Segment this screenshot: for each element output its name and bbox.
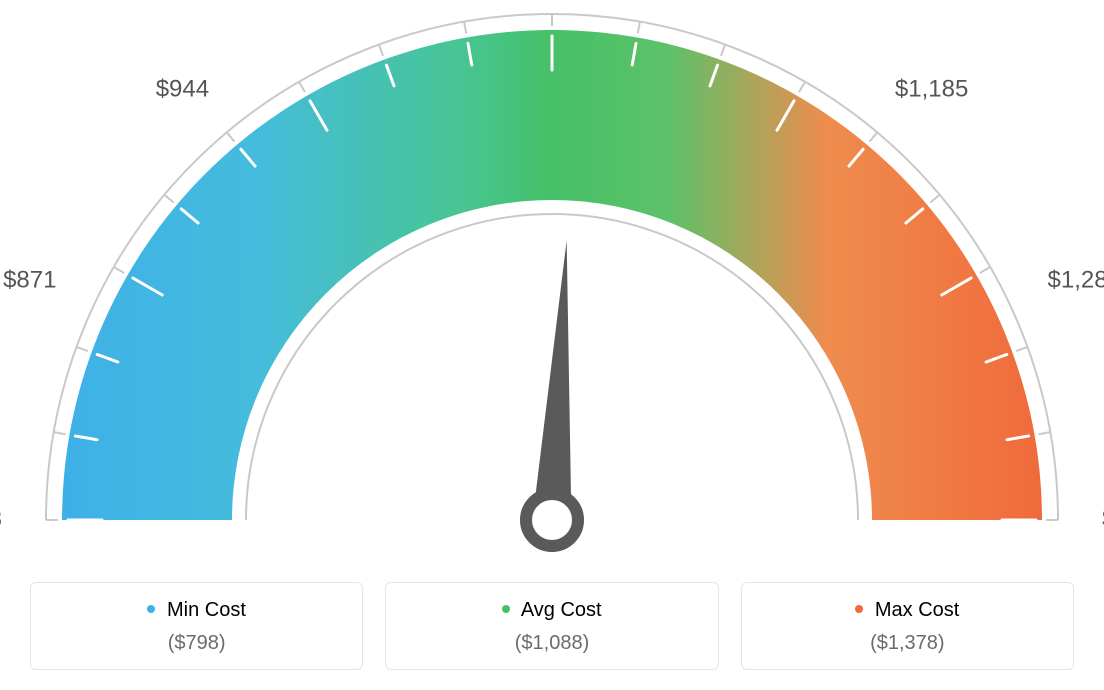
legend-min-value: ($798) [41, 632, 352, 655]
legend-row: Min Cost ($798) Avg Cost ($1,088) Max Co… [30, 582, 1074, 670]
legend-avg-title: Avg Cost [396, 599, 707, 622]
svg-text:$1,185: $1,185 [895, 75, 968, 102]
legend-max-card: Max Cost ($1,378) [741, 582, 1074, 670]
svg-text:$871: $871 [3, 267, 56, 294]
svg-text:$1,282: $1,282 [1048, 267, 1104, 294]
legend-min-card: Min Cost ($798) [30, 582, 363, 670]
svg-text:$944: $944 [156, 75, 209, 102]
cost-gauge: $798$871$944$1,088$1,185$1,282$1,378 [0, 0, 1104, 560]
dot-icon [502, 605, 510, 613]
legend-min-title-text: Min Cost [167, 599, 246, 621]
legend-avg-value: ($1,088) [396, 632, 707, 655]
dot-icon [855, 605, 863, 613]
dot-icon [147, 605, 155, 613]
legend-max-value: ($1,378) [752, 632, 1063, 655]
legend-max-title-text: Max Cost [875, 599, 959, 621]
legend-avg-title-text: Avg Cost [521, 599, 602, 621]
legend-avg-card: Avg Cost ($1,088) [385, 582, 718, 670]
legend-max-title: Max Cost [752, 599, 1063, 622]
svg-text:$798: $798 [0, 505, 2, 532]
legend-min-title: Min Cost [41, 599, 352, 622]
